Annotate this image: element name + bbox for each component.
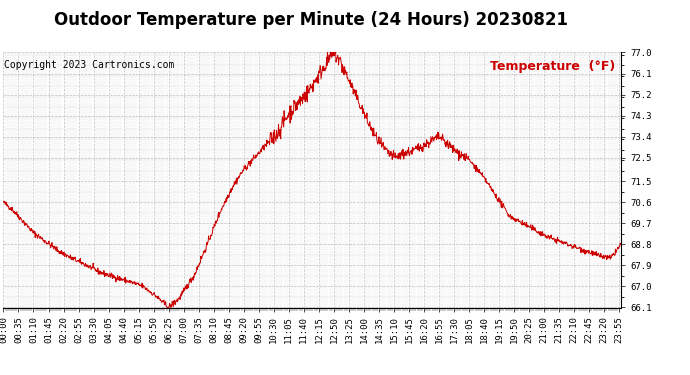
Text: Outdoor Temperature per Minute (24 Hours) 20230821: Outdoor Temperature per Minute (24 Hours…: [54, 11, 567, 29]
Text: Copyright 2023 Cartronics.com: Copyright 2023 Cartronics.com: [4, 60, 175, 70]
Text: Temperature  (°F): Temperature (°F): [490, 60, 615, 73]
